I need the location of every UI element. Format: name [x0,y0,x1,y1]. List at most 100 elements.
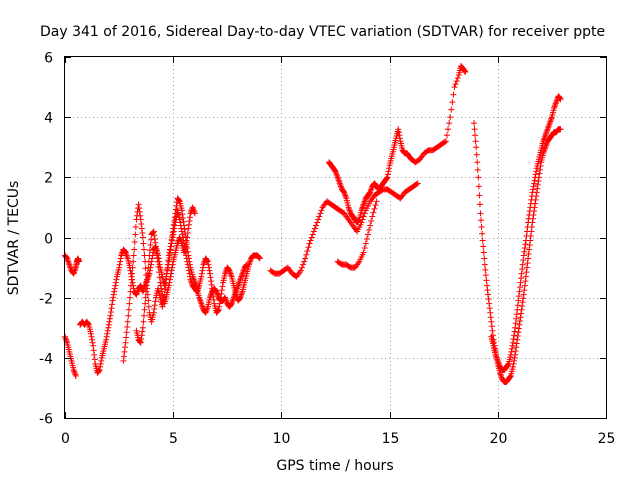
data-point [107,308,114,315]
data-point [370,209,377,216]
data-point [510,336,517,343]
data-point [369,213,376,220]
data-point [166,249,173,256]
data-point [515,293,522,300]
data-point [471,126,478,133]
data-point [111,288,118,295]
data-point [89,339,96,346]
data-point [318,207,325,214]
data-point [372,202,379,209]
data-point [151,236,158,243]
data-point [127,267,134,274]
data-point [140,246,147,253]
data-point [97,360,104,367]
data-point [144,285,151,292]
data-point [132,231,139,238]
data-point [144,291,151,298]
data-point [507,373,514,380]
data-point [107,312,114,319]
data-point [198,273,205,280]
data-point [122,344,129,351]
data-point [151,302,158,309]
data-point [96,366,103,373]
data-point [442,138,449,145]
data-point [308,234,315,241]
data-point [509,363,516,370]
data-point [519,261,526,268]
data-point [120,353,127,360]
data-point [531,177,538,184]
y-tick-label: 0 [44,232,53,248]
data-point [482,272,489,279]
data-point [473,151,480,158]
series-arc-5 [133,204,198,346]
data-point [525,215,532,222]
data-point [159,303,166,310]
data-point [179,214,186,221]
data-point [524,223,531,230]
data-point [112,279,119,286]
data-point [155,258,162,265]
data-point [243,262,250,269]
data-point [511,357,518,364]
series-arc-9 [470,120,564,385]
data-point [489,327,496,334]
data-point [523,232,530,239]
data-point [517,279,524,286]
data-point [355,217,362,224]
data-point [181,226,188,233]
y-tick-label: 6 [44,51,53,67]
data-point [480,243,487,250]
data-point [451,84,458,91]
data-point [158,288,165,295]
data-point [145,303,152,310]
data-point [166,279,173,286]
data-point [152,239,159,246]
data-points [62,63,564,385]
data-point [317,210,324,217]
data-point [152,243,159,250]
data-point [485,296,492,303]
x-axis-label: GPS time / hours [276,458,393,474]
data-point [103,336,110,343]
data-point [486,305,493,312]
data-point [85,320,92,327]
data-point [91,356,98,363]
data-point [518,270,525,277]
data-point [513,315,520,322]
data-point [478,223,485,230]
data-point [533,168,540,175]
data-point [536,166,543,173]
data-point [169,264,176,271]
data-point [529,186,536,193]
data-point [256,254,263,261]
data-point [144,270,151,277]
data-point [164,266,171,273]
data-point [152,298,159,305]
data-point [138,336,145,343]
data-point [129,279,136,286]
data-point [511,354,518,361]
data-point [166,246,173,253]
data-point [156,269,163,276]
data-point [512,324,519,331]
data-point [185,221,192,228]
data-point [519,299,526,306]
data-point [522,273,529,280]
data-point [146,252,153,259]
data-point [472,132,479,139]
data-point [131,246,138,253]
data-point [297,267,304,274]
data-point [215,306,222,313]
data-point [475,183,482,190]
data-point [171,222,178,229]
data-point [486,300,493,307]
data-point [373,198,380,205]
data-point [535,178,542,185]
data-point [311,225,318,232]
data-point [528,196,535,203]
data-point [170,225,177,232]
data-point [141,306,148,313]
data-point [384,171,391,178]
